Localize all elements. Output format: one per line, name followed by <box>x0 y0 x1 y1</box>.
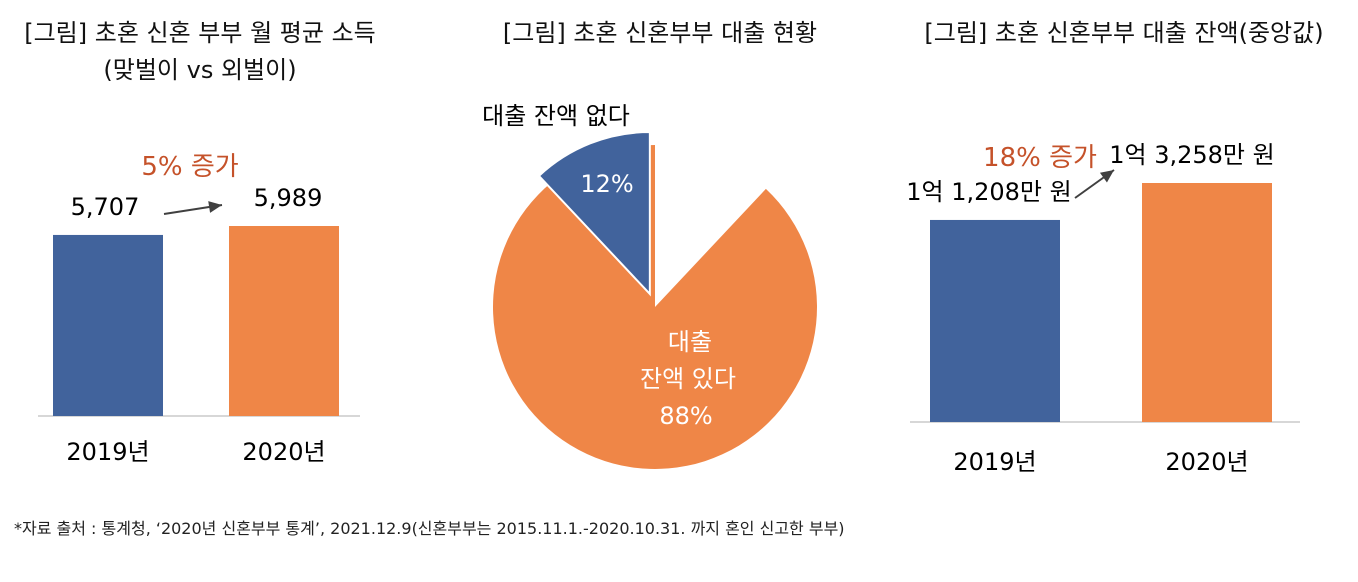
category-label-2019: 2019년 <box>66 438 149 466</box>
income-chart-subtitle: (맞벌이 vs 외벌이) <box>103 56 297 84</box>
loan-status-chart-title: [그림] 초혼 신혼부부 대출 현황 <box>502 19 818 47</box>
bar-2019 <box>53 234 163 416</box>
loan-status-pie-svg: 대출 잔액 없다 12% 대출 잔액 있다 88% <box>482 102 818 469</box>
bar-2020 <box>229 226 339 416</box>
loan-balance-chart-panel: [그림] 초혼 신혼부부 대출 잔액(중앙값) 1억 1,208만 원 1억 3… <box>890 0 1358 500</box>
income-chart-title: [그림] 초혼 신혼 부부 월 평균 소득 <box>24 19 376 47</box>
data-label-2020: 5,989 <box>254 184 323 212</box>
slice-value-no-loan: 12% <box>580 170 633 198</box>
income-chart-svg: 5,707 5,989 2019년 2020년 5% 증가 <box>38 152 360 466</box>
pie-slice-loan-yes <box>493 145 818 469</box>
loan-status-chart-panel: [그림] 초혼 신혼부부 대출 현황 대출 잔액 없다 12% 대출 잔액 있다… <box>450 0 870 500</box>
slice-label-loan-line1: 대출 <box>668 328 712 356</box>
loan-balance-chart-svg: 1억 1,208만 원 1억 3,258만 원 2019년 2020년 18% … <box>906 141 1300 476</box>
bar-2019 <box>930 219 1060 422</box>
slice-value-loan: 88% <box>659 402 712 430</box>
pie-slice-loan-no <box>537 130 651 297</box>
category-label-2020: 2020년 <box>242 438 325 466</box>
income-chart-panel: [그림] 초혼 신혼 부부 월 평균 소득 (맞벌이 vs 외벌이) 5,707… <box>0 0 400 500</box>
category-label-2020: 2020년 <box>1165 448 1248 476</box>
data-label-2019: 1억 1,208만 원 <box>906 178 1071 206</box>
slice-label-no-loan: 대출 잔액 없다 <box>482 102 630 130</box>
source-note: *자료 출처 : 통계청, ‘2020년 신혼부부 통계’, 2021.12.9… <box>14 519 845 538</box>
growth-annotation: 18% 증가 <box>983 143 1097 173</box>
data-label-2020: 1억 3,258만 원 <box>1109 141 1274 169</box>
category-label-2019: 2019년 <box>953 448 1036 476</box>
growth-arrowhead <box>208 201 222 213</box>
slice-label-loan-line2: 잔액 있다 <box>640 365 736 393</box>
growth-arrowhead <box>1099 170 1114 183</box>
data-label-2019: 5,707 <box>71 193 140 221</box>
loan-balance-chart-title: [그림] 초혼 신혼부부 대출 잔액(중앙값) <box>924 19 1324 47</box>
bar-2020 <box>1142 183 1272 422</box>
growth-annotation: 5% 증가 <box>141 152 238 182</box>
